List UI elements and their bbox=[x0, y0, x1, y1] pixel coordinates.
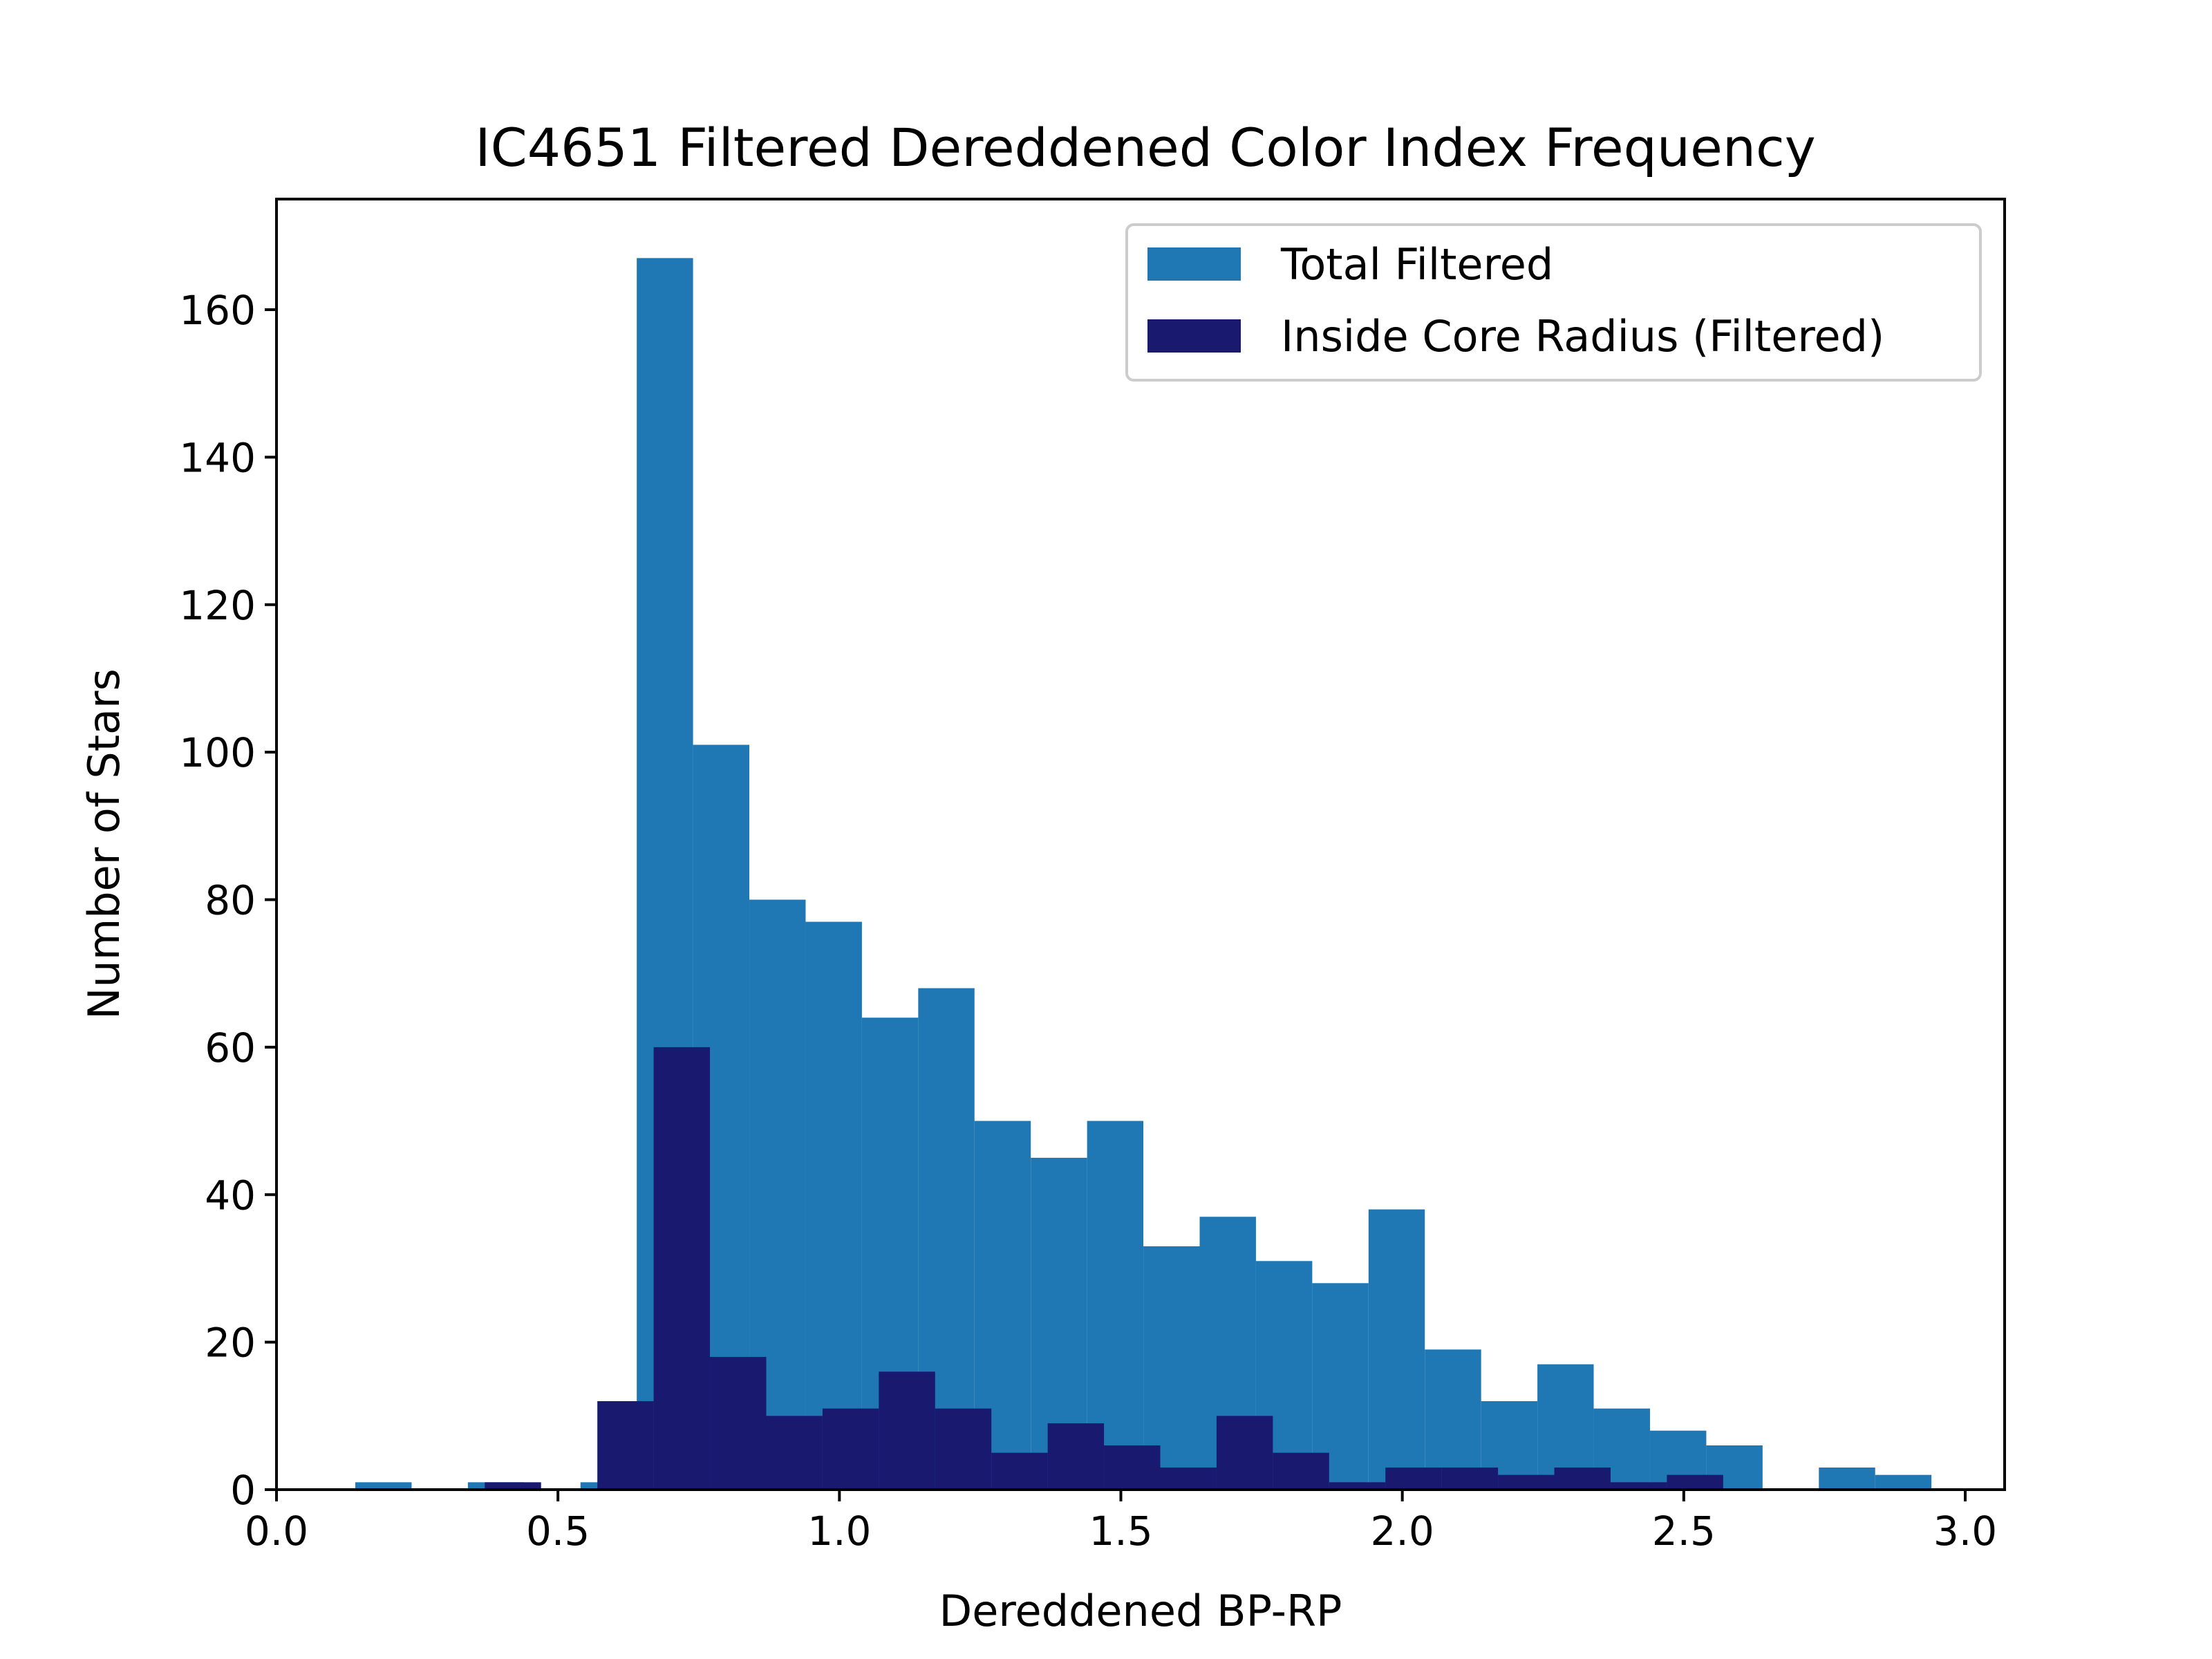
x-tick-label: 1.0 bbox=[807, 1508, 871, 1555]
bar-s1-13 bbox=[1273, 1452, 1329, 1490]
bar-s0-23 bbox=[1819, 1467, 1875, 1490]
bar-s1-19 bbox=[1610, 1482, 1667, 1490]
bar-s1-15 bbox=[1385, 1467, 1442, 1490]
x-tick-label: 0.0 bbox=[245, 1508, 308, 1555]
y-axis-ticks: 0 20 40 60 80 100 120 140 160 bbox=[179, 287, 276, 1514]
legend: Total Filtered Inside Core Radius (Filte… bbox=[1125, 223, 1982, 382]
y-tick-label: 160 bbox=[179, 287, 256, 334]
bar-s0-6 bbox=[805, 921, 862, 1490]
bar-s1-18 bbox=[1554, 1467, 1611, 1490]
bar-s1-0 bbox=[485, 1482, 541, 1490]
legend-label-total-filtered: Total Filtered bbox=[1280, 239, 1553, 290]
bar-s1-11 bbox=[1160, 1467, 1217, 1490]
x-tick-label: 2.5 bbox=[1652, 1508, 1716, 1555]
x-tick-label: 1.5 bbox=[1089, 1508, 1152, 1555]
y-tick-label: 80 bbox=[205, 877, 256, 924]
y-tick-label: 0 bbox=[230, 1467, 256, 1514]
bar-s1-8 bbox=[991, 1452, 1048, 1490]
bar-s1-6 bbox=[879, 1371, 935, 1490]
bar-s1-3 bbox=[710, 1356, 767, 1490]
series-1 bbox=[485, 1047, 1723, 1490]
bar-s1-2 bbox=[653, 1047, 711, 1490]
bar-s1-10 bbox=[1104, 1445, 1161, 1490]
bar-s0-16 bbox=[1368, 1209, 1425, 1490]
legend-swatch-total-filtered bbox=[1147, 247, 1241, 281]
y-tick-label: 60 bbox=[205, 1024, 256, 1071]
bar-s1-7 bbox=[935, 1408, 992, 1490]
bar-s1-12 bbox=[1216, 1416, 1273, 1490]
x-axis-ticks: 0.0 0.5 1.0 1.5 2.0 2.5 3.0 bbox=[245, 1490, 1997, 1555]
y-axis-label: Number of Stars bbox=[79, 668, 129, 1020]
y-tick-label: 120 bbox=[179, 582, 256, 629]
bar-s1-20 bbox=[1667, 1474, 1723, 1490]
legend-label-inside-core-radius: Inside Core Radius (Filtered) bbox=[1281, 311, 1884, 362]
bar-s1-17 bbox=[1498, 1474, 1555, 1490]
bar-s1-9 bbox=[1047, 1423, 1105, 1490]
bar-s0-24 bbox=[1875, 1474, 1932, 1490]
x-axis-label: Dereddened BP-RP bbox=[939, 1586, 1342, 1636]
bars-layer bbox=[355, 258, 1932, 1490]
y-tick-label: 100 bbox=[179, 729, 256, 776]
bar-s0-0 bbox=[355, 1482, 412, 1490]
bar-s1-5 bbox=[822, 1408, 879, 1490]
bar-s1-14 bbox=[1329, 1482, 1386, 1490]
bar-s1-16 bbox=[1441, 1467, 1499, 1490]
legend-box bbox=[1125, 223, 1982, 382]
chart-title: IC4651 Filtered Dereddened Color Index F… bbox=[475, 117, 1816, 178]
bar-s1-1 bbox=[597, 1400, 654, 1490]
y-tick-label: 40 bbox=[205, 1172, 256, 1219]
x-tick-label: 3.0 bbox=[1933, 1508, 1997, 1555]
x-tick-label: 0.5 bbox=[526, 1508, 590, 1555]
y-tick-label: 140 bbox=[179, 434, 256, 481]
y-tick-label: 20 bbox=[205, 1320, 256, 1367]
bar-s0-17 bbox=[1425, 1349, 1481, 1490]
x-tick-label: 2.0 bbox=[1371, 1508, 1434, 1555]
legend-swatch-inside-core-radius bbox=[1147, 319, 1241, 353]
plot-area-frame bbox=[275, 198, 2006, 1491]
bar-s1-4 bbox=[766, 1416, 823, 1490]
